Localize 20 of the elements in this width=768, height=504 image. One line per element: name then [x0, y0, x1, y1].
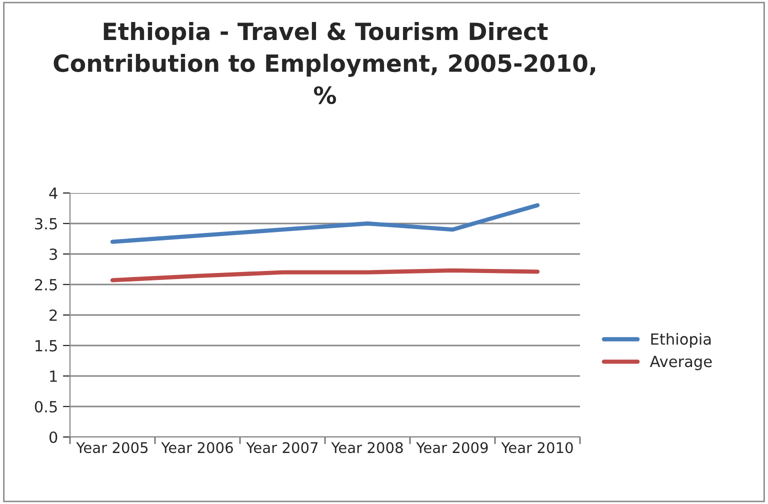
y-tick-label: 0: [49, 431, 58, 444]
legend-label: Average: [650, 356, 712, 370]
line-series: [110, 203, 540, 244]
x-tick-label: Year 2010: [501, 442, 573, 454]
x-tick-label: Year 2007: [246, 442, 318, 454]
x-tick-label: Year 2009: [416, 442, 488, 454]
x-tick-label: Year 2005: [76, 442, 148, 454]
y-tick-label: 2.5: [35, 278, 57, 291]
y-tick-label: 3.5: [35, 218, 57, 230]
y-tick-label: 1.5: [36, 340, 57, 352]
y-tick-label: 0.5: [34, 400, 57, 413]
chart-title: Ethiopia - Travel & Tourism Direct Contribution to Employment, 2005-2010, %: [54, 22, 596, 104]
y-tick-label: 1: [50, 370, 57, 382]
y-tick-label: 3: [50, 248, 57, 260]
y-tick-label: 4: [49, 188, 58, 199]
y-tick-label: 2: [50, 309, 57, 321]
x-tick-label: Year 2006: [161, 442, 233, 454]
x-tick-label: Year 2008: [331, 442, 403, 454]
legend-label: Ethiopia: [651, 332, 711, 348]
line-series: [110, 268, 540, 282]
